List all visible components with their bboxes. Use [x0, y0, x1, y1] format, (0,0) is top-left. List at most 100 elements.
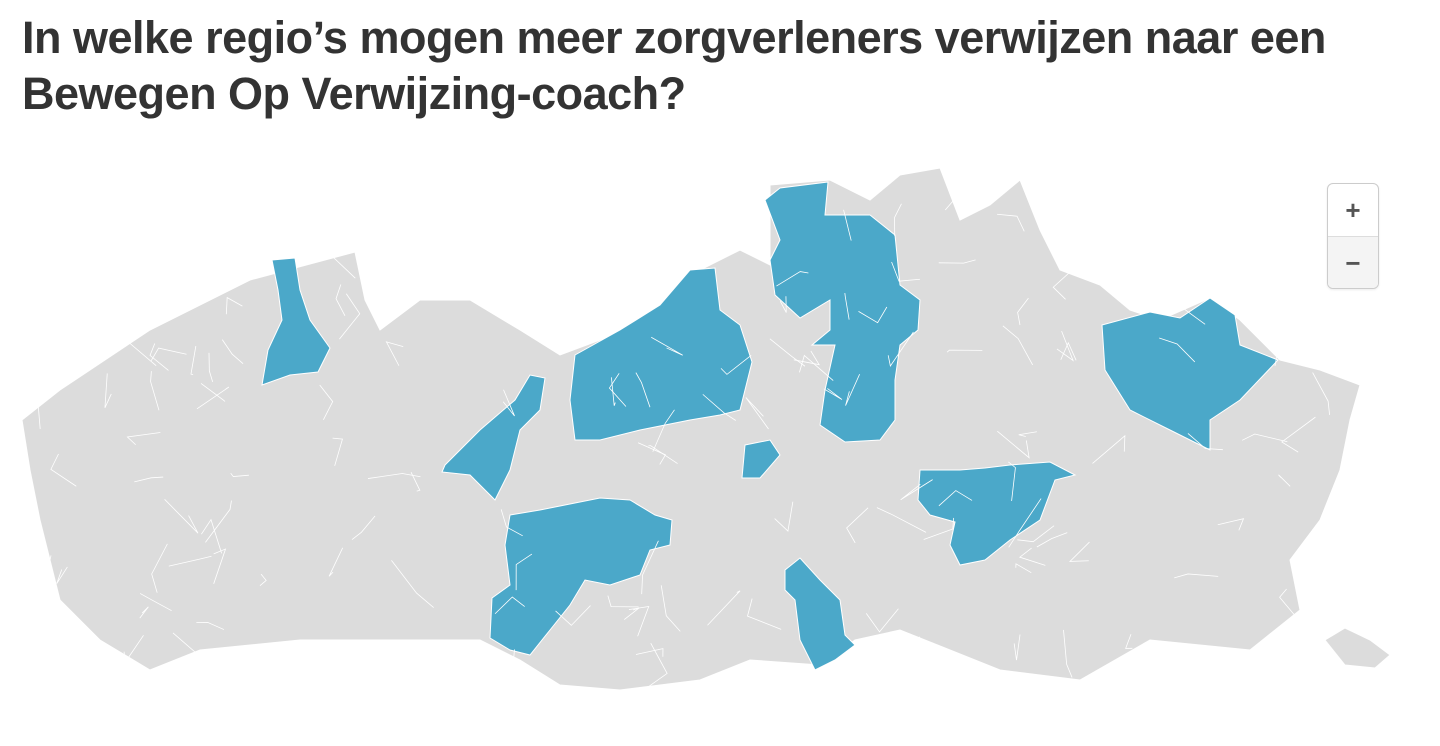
municipality-border — [894, 203, 902, 236]
municipality-border — [410, 471, 421, 492]
municipality-border — [515, 553, 533, 591]
municipality-border — [1060, 341, 1077, 361]
municipality-border — [946, 349, 983, 353]
zoom-in-button[interactable]: + — [1345, 195, 1361, 225]
municipality-border — [507, 205, 515, 240]
highlighted-region[interactable] — [489, 497, 673, 656]
municipality-border — [106, 217, 148, 233]
municipality-border — [1101, 214, 1145, 256]
municipality-border — [649, 217, 683, 225]
municipality-border — [799, 354, 834, 381]
municipality-border — [213, 205, 238, 233]
municipality-border — [152, 207, 177, 235]
municipality-border — [113, 320, 116, 341]
municipality-border — [367, 473, 421, 479]
municipality-border — [843, 209, 852, 241]
municipality-border — [502, 389, 515, 417]
municipality-border — [651, 336, 683, 356]
region[interactable] — [21, 167, 1361, 691]
municipality-border — [221, 339, 244, 364]
municipality-border — [332, 437, 343, 466]
municipality-border — [637, 442, 667, 465]
highlighted-region[interactable] — [1101, 297, 1279, 451]
municipality-border — [641, 540, 659, 595]
municipality-border — [1206, 649, 1236, 668]
municipality-border — [844, 293, 850, 320]
municipality-border — [938, 259, 976, 264]
municipality-border — [648, 445, 678, 464]
municipality-border — [1159, 337, 1196, 363]
highlighted-region[interactable] — [917, 461, 1077, 566]
municipality-border — [328, 547, 344, 577]
municipality-border — [1227, 254, 1246, 283]
municipality-border — [190, 345, 197, 376]
municipality-border — [652, 409, 675, 452]
highlighted-region[interactable] — [764, 181, 921, 443]
municipality-border — [648, 643, 668, 688]
municipality-border — [900, 479, 933, 501]
municipality-border — [1002, 325, 1034, 366]
municipality-border — [1280, 230, 1308, 284]
municipality-border — [1015, 563, 1032, 574]
municipality-border — [38, 364, 56, 385]
municipality-border — [196, 622, 225, 630]
municipality-border — [845, 374, 860, 406]
municipality-border — [1068, 541, 1090, 562]
municipality-border — [997, 213, 1025, 232]
municipality-border — [1281, 416, 1316, 453]
highlighted-region[interactable] — [441, 374, 546, 501]
municipality-border — [500, 509, 523, 537]
municipality-border — [200, 383, 226, 402]
municipality-border — [1056, 331, 1074, 362]
zoom-control: + − — [1327, 183, 1379, 289]
municipality-border — [139, 606, 149, 619]
municipality-border — [1092, 434, 1126, 464]
municipality-border — [125, 298, 153, 334]
municipality-border — [29, 285, 64, 322]
municipality-border — [720, 354, 752, 375]
municipality-border — [628, 605, 650, 637]
municipality-border — [1217, 518, 1245, 531]
municipality-border — [1312, 372, 1330, 415]
municipality-border — [1008, 498, 1042, 548]
municipality-border — [145, 258, 151, 277]
municipality-border — [1013, 634, 1021, 661]
municipality-border — [42, 642, 54, 661]
municipality-border — [1017, 297, 1029, 326]
municipality-border — [774, 501, 794, 532]
municipality-border — [858, 306, 888, 324]
municipality-border — [660, 585, 681, 632]
municipality-border — [1063, 629, 1073, 678]
municipality-border — [391, 560, 434, 608]
municipality-border — [150, 347, 187, 361]
municipality-border — [612, 234, 652, 240]
municipality-border — [230, 472, 249, 478]
municipality-border — [196, 386, 230, 410]
municipality-border — [104, 373, 112, 408]
municipality-border — [1108, 277, 1125, 285]
flanders-map[interactable] — [0, 150, 1440, 746]
municipality-border — [88, 298, 133, 306]
municipality-border — [552, 292, 565, 328]
region[interactable] — [1324, 627, 1391, 669]
highlighted-region[interactable] — [741, 439, 781, 479]
municipality-border — [494, 596, 525, 615]
municipality-border — [1241, 433, 1288, 443]
municipality-border — [151, 543, 168, 593]
highlighted-region[interactable] — [569, 267, 753, 441]
municipality-border — [793, 350, 820, 366]
municipality-border — [923, 517, 955, 540]
municipality-border — [1174, 573, 1219, 579]
municipality-border — [126, 432, 161, 446]
municipality-border — [617, 302, 637, 309]
municipality-border — [608, 373, 627, 407]
municipality-border — [1279, 588, 1299, 621]
zoom-out-button[interactable]: − — [1328, 236, 1378, 288]
municipality-border — [55, 299, 75, 334]
municipality-border — [339, 293, 361, 340]
municipality-border — [40, 555, 52, 590]
highlighted-region[interactable] — [261, 257, 331, 386]
municipality-border — [436, 212, 470, 233]
highlighted-region[interactable] — [784, 557, 856, 671]
municipality-border — [201, 518, 223, 554]
